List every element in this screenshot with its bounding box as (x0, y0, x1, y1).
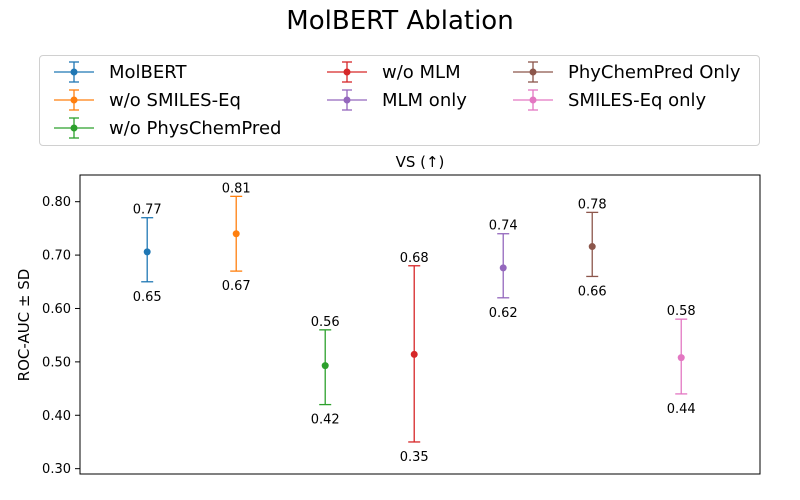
mean-point (232, 230, 240, 238)
lower-value-label: 0.42 (311, 413, 340, 428)
legend-item-wo-mlm: w/o MLM (325, 59, 461, 85)
y-axis-label: ROC-AUC ± SD (15, 269, 33, 382)
legend-marker-icon (54, 61, 94, 83)
upper-value-label: 0.77 (133, 203, 162, 218)
legend-label: MolBERT (109, 61, 187, 83)
chart-title: MolBERT Ablation (286, 6, 514, 36)
lower-value-label: 0.62 (489, 306, 518, 321)
upper-value-label: 0.74 (489, 219, 518, 234)
legend-label: PhyChemPred Only (568, 61, 741, 83)
legend-item-wo-physchempred: w/o PhysChemPred (52, 115, 281, 141)
legend-marker-icon (54, 117, 94, 139)
legend-label: w/o PhysChemPred (109, 117, 282, 139)
mean-point (321, 362, 329, 370)
lower-value-label: 0.44 (667, 402, 696, 417)
legend-marker-icon (327, 61, 367, 83)
lower-value-label: 0.35 (400, 450, 429, 465)
upper-value-label: 0.81 (222, 181, 251, 196)
subplot-title: VS (↑) (396, 153, 445, 171)
chart-marks: 0.77 0.65 0.81 0.67 0.56 0.42 0.68 0.35 0.74 0.62… (133, 181, 696, 465)
mean-point (499, 264, 507, 272)
mean-point (143, 248, 151, 256)
legend-item-molbert: MolBERT (52, 59, 186, 85)
legend-item-phychempred-only: PhyChemPred Only (511, 59, 741, 85)
mean-point (410, 350, 418, 358)
lower-value-label: 0.66 (578, 284, 607, 299)
legend-label: MLM only (382, 89, 467, 111)
y-tick-label: 0.70 (42, 249, 71, 264)
y-tick-label: 0.60 (42, 302, 71, 317)
y-tick-label: 0.40 (42, 409, 71, 424)
upper-value-label: 0.68 (400, 251, 429, 266)
legend-marker-icon (54, 89, 94, 111)
y-tick-label: 0.50 (42, 355, 71, 370)
lower-value-label: 0.65 (133, 290, 162, 305)
legend-label: SMILES-Eq only (568, 89, 707, 111)
plot-frame (79, 174, 761, 475)
upper-value-label: 0.58 (667, 304, 696, 319)
y-tick-label: 0.30 (42, 462, 71, 477)
mean-point (588, 243, 596, 251)
y-tick-label: 0.80 (42, 195, 71, 210)
legend-marker-icon (327, 89, 367, 111)
legend-item-smiles-eq-only: SMILES-Eq only (511, 87, 706, 113)
upper-value-label: 0.78 (578, 197, 607, 212)
y-axis: 0.30 0.40 0.50 0.60 0.70 0.80 (42, 195, 80, 477)
mean-point (677, 354, 685, 362)
legend-item-wo-smiles-eq: w/o SMILES-Eq (52, 87, 241, 113)
legend-item-mlm-only: MLM only (325, 87, 467, 113)
legend-marker-icon (513, 89, 553, 111)
upper-value-label: 0.56 (311, 315, 340, 330)
legend-label: w/o MLM (382, 61, 461, 83)
legend-label: w/o SMILES-Eq (109, 89, 241, 111)
legend: MolBERT w/o SMILES-Eq w/o PhysChemPred w… (39, 55, 760, 146)
lower-value-label: 0.67 (222, 279, 251, 294)
legend-marker-icon (513, 61, 553, 83)
